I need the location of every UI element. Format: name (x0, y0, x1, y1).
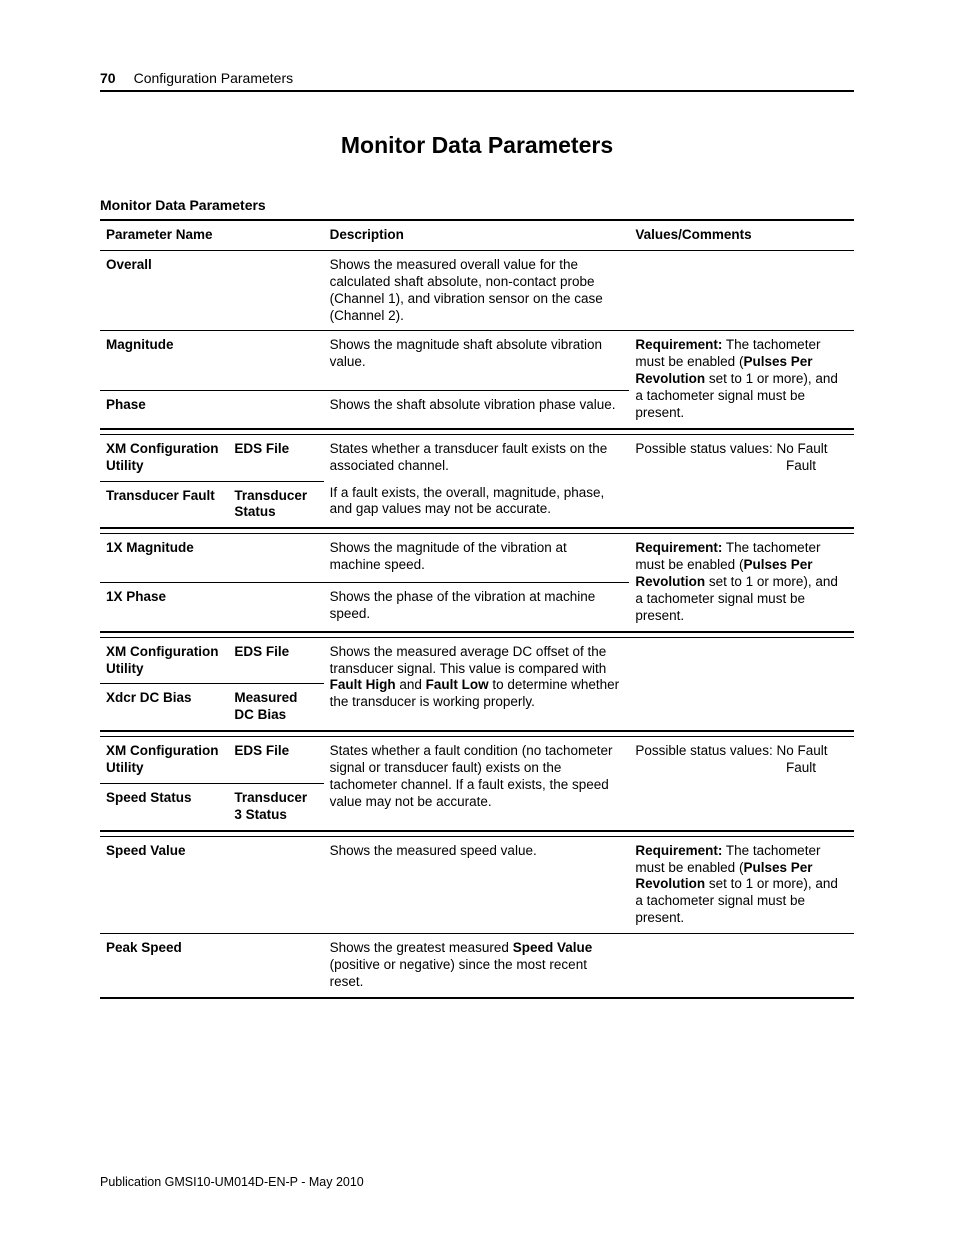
param-desc: Shows the greatest measured Speed Value … (324, 934, 630, 998)
table-caption: Monitor Data Parameters (100, 197, 854, 213)
parameters-table: Parameter Name Description Values/Commen… (100, 219, 854, 999)
param-values (629, 637, 854, 731)
param-desc: States whether a transducer fault exists… (324, 434, 630, 528)
col-header-parameter: Parameter Name (100, 220, 324, 250)
desc-bold-1: Fault High (330, 677, 396, 692)
desc-line-2: If a fault exists, the overall, magnitud… (330, 485, 622, 519)
row-speed-status-group: XM Configuration Utility EDS File States… (100, 737, 854, 784)
subcell-right: EDS File (228, 737, 323, 784)
table-header-row: Parameter Name Description Values/Commen… (100, 220, 854, 250)
publication-footer: Publication GMSI10-UM014D-EN-P - May 201… (100, 1175, 364, 1189)
subcell-right: EDS File (228, 434, 323, 481)
desc-bold: Speed Value (513, 940, 593, 955)
param-desc: Shows the measured average DC offset of … (324, 637, 630, 731)
col-header-description: Description (324, 220, 630, 250)
param-desc: Shows the shaft absolute vibration phase… (324, 390, 630, 429)
param-desc: Shows the measured overall value for the… (324, 250, 630, 331)
param-name: Speed Value (100, 836, 324, 933)
param-name: Phase (100, 390, 324, 429)
desc-mid: and (396, 677, 426, 692)
row-transducer-fault-group: XM Configuration Utility EDS File States… (100, 434, 854, 481)
section-title: Monitor Data Parameters (100, 132, 854, 159)
subcell-right: Transducer Status (228, 481, 323, 528)
desc-pre: Shows the greatest measured (330, 940, 513, 955)
desc-post: (positive or negative) since the most re… (330, 957, 587, 989)
param-values: Requirement: The tachometer must be enab… (629, 534, 854, 632)
values-line-1: Possible status values: No Fault (635, 441, 846, 458)
values-line-2: Fault (635, 458, 846, 475)
param-name: 1X Magnitude (100, 534, 324, 583)
page-number: 70 (100, 70, 116, 86)
subcell-right: Measured DC Bias (228, 684, 323, 731)
param-desc: Shows the magnitude of the vibration at … (324, 534, 630, 583)
desc-pre: Shows the measured average DC offset of … (330, 644, 607, 676)
subcell-right: Transducer 3 Status (228, 783, 323, 830)
param-values (629, 934, 854, 998)
requirement-label: Requirement: (635, 843, 722, 858)
desc-bold-2: Fault Low (426, 677, 489, 692)
subcell-left: XM Configuration Utility (100, 434, 228, 481)
subcell-left: XM Configuration Utility (100, 737, 228, 784)
param-name: Magnitude (100, 331, 324, 390)
values-line-2: Fault (635, 760, 846, 777)
col-header-values: Values/Comments (629, 220, 854, 250)
values-line-1: Possible status values: No Fault (635, 743, 846, 760)
desc-line-1: States whether a transducer fault exists… (330, 441, 622, 475)
subcell-right: EDS File (228, 637, 323, 684)
row-magnitude: Magnitude Shows the magnitude shaft abso… (100, 331, 854, 390)
subcell-left: Speed Status (100, 783, 228, 830)
row-speed-value: Speed Value Shows the measured speed val… (100, 836, 854, 933)
param-values (629, 250, 854, 331)
param-desc: Shows the phase of the vibration at mach… (324, 582, 630, 631)
param-name: 1X Phase (100, 582, 324, 631)
requirement-label: Requirement: (635, 540, 722, 555)
page: 70 Configuration Parameters Monitor Data… (0, 0, 954, 1235)
param-name: Overall (100, 250, 324, 331)
param-name: Peak Speed (100, 934, 324, 998)
param-desc: Shows the magnitude shaft absolute vibra… (324, 331, 630, 390)
row-peak-speed: Peak Speed Shows the greatest measured S… (100, 934, 854, 998)
row-1x-magnitude: 1X Magnitude Shows the magnitude of the … (100, 534, 854, 583)
page-header: 70 Configuration Parameters (100, 70, 854, 92)
chapter-title: Configuration Parameters (134, 70, 294, 86)
row-overall: Overall Shows the measured overall value… (100, 250, 854, 331)
param-values: Possible status values: No Fault Fault (629, 434, 854, 528)
requirement-label: Requirement: (635, 337, 722, 352)
subcell-left: Transducer Fault (100, 481, 228, 528)
param-desc: Shows the measured speed value. (324, 836, 630, 933)
param-values: Requirement: The tachometer must be enab… (629, 836, 854, 933)
row-dc-bias-group: XM Configuration Utility EDS File Shows … (100, 637, 854, 684)
param-desc: States whether a fault condition (no tac… (324, 737, 630, 831)
param-values: Requirement: The tachometer must be enab… (629, 331, 854, 429)
param-values: Possible status values: No Fault Fault (629, 737, 854, 831)
subcell-left: XM Configuration Utility (100, 637, 228, 684)
subcell-left: Xdcr DC Bias (100, 684, 228, 731)
